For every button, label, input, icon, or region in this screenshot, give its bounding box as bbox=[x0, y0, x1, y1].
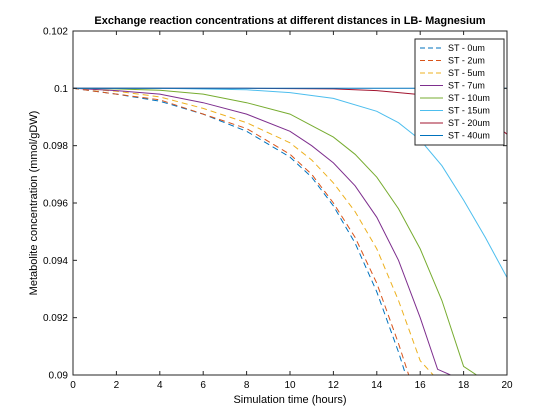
legend: ST - 0um ST - 2um ST - 5um ST - 7um ST - 10u… bbox=[414, 38, 505, 146]
x-tick-label: 18 bbox=[458, 380, 470, 391]
y-tick-label: 0.102 bbox=[43, 27, 68, 38]
y-tick-label: 0.1 bbox=[54, 84, 68, 95]
series-line-st-10um bbox=[73, 87, 507, 375]
series-line-st-15um bbox=[73, 87, 507, 278]
x-tick-label: 20 bbox=[501, 380, 513, 391]
y-axis: 0.09 0.092 0.094 0.096 0.098 0.1 0.102 bbox=[43, 27, 507, 382]
legend-label: ST - 7um bbox=[448, 81, 485, 91]
x-tick-label: 8 bbox=[244, 380, 250, 391]
legend-label: ST - 40um bbox=[448, 131, 490, 141]
legend-label: ST - 20um bbox=[448, 118, 490, 128]
legend-label: ST - 10um bbox=[448, 93, 490, 103]
x-tick-label: 0 bbox=[70, 380, 76, 391]
legend-label: ST - 0um bbox=[448, 43, 485, 53]
x-tick-label: 4 bbox=[157, 380, 163, 391]
y-tick-label: 0.098 bbox=[43, 141, 68, 152]
y-tick-label: 0.09 bbox=[49, 371, 69, 382]
x-tick-label: 12 bbox=[328, 380, 340, 391]
y-axis-label: Metabolite concentration (mmol/gDW) bbox=[28, 111, 40, 296]
x-axis: 0 2 4 6 8 10 12 14 16 18 20 bbox=[70, 31, 513, 391]
legend-box bbox=[414, 38, 505, 146]
y-tick-label: 0.094 bbox=[43, 256, 68, 267]
x-tick-label: 14 bbox=[371, 380, 383, 391]
x-tick-label: 6 bbox=[200, 380, 206, 391]
legend-label: ST - 5um bbox=[448, 68, 485, 78]
chart-title: Exchange reaction concentrations at diff… bbox=[94, 15, 485, 27]
x-tick-label: 10 bbox=[284, 380, 296, 391]
x-tick-label: 16 bbox=[415, 380, 427, 391]
y-tick-label: 0.096 bbox=[43, 199, 68, 210]
x-axis-label: Simulation time (hours) bbox=[233, 394, 346, 406]
series-line-st-5um bbox=[73, 87, 442, 375]
legend-label: ST - 2um bbox=[448, 56, 485, 66]
series-line-st-7um bbox=[73, 87, 507, 375]
x-tick-label: 2 bbox=[114, 380, 120, 391]
legend-label: ST - 15um bbox=[448, 106, 490, 116]
series-line-st-2um bbox=[73, 87, 421, 375]
y-tick-label: 0.092 bbox=[43, 313, 68, 324]
